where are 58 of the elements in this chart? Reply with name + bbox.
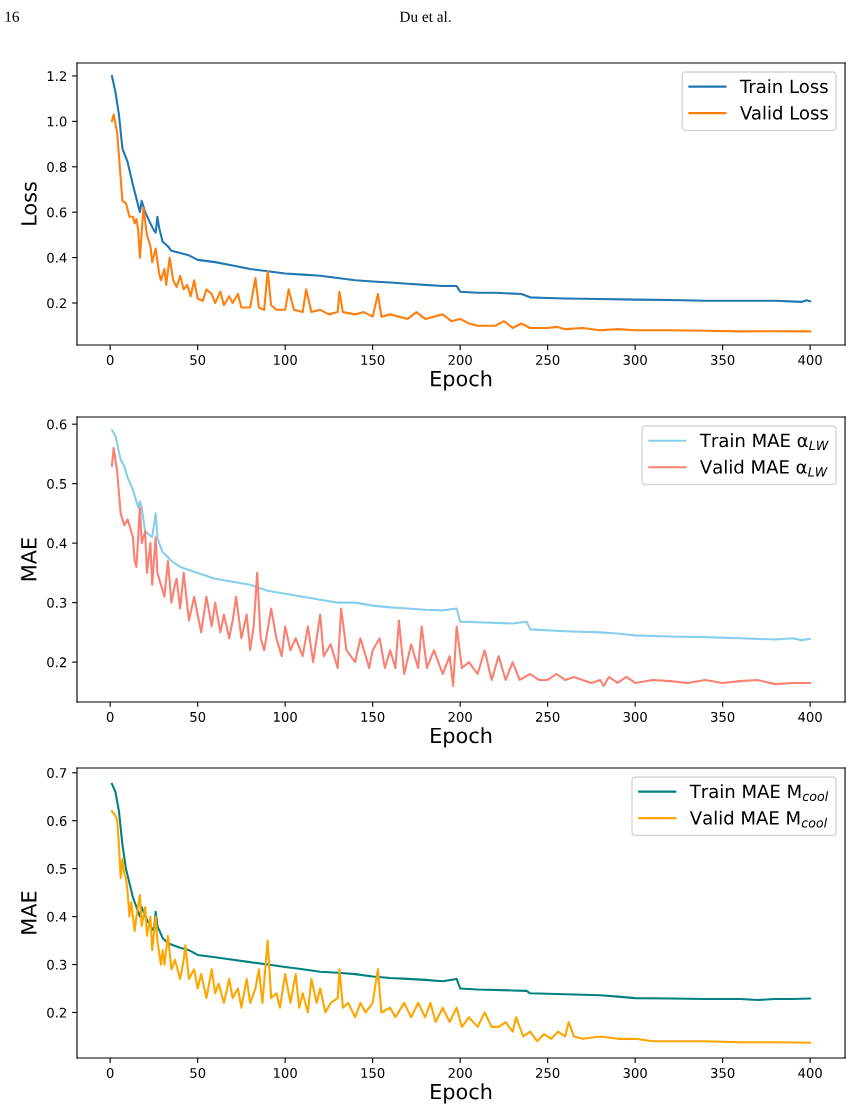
legend-label: Valid MAE α$_{LW}$ bbox=[700, 459, 828, 477]
y-tick-label: 0.3 bbox=[47, 597, 67, 608]
x-tick-label: 200 bbox=[448, 711, 472, 722]
y-tick-label: 0.4 bbox=[47, 911, 67, 922]
text: Du et al. bbox=[399, 11, 451, 22]
x-tick-label: 300 bbox=[623, 1067, 647, 1078]
y-tick-label: 0.5 bbox=[47, 478, 67, 489]
legend-label: Train MAE α$_{LW}$ bbox=[699, 433, 829, 450]
x-tick-label: 100 bbox=[274, 354, 297, 365]
x-tick-label: 300 bbox=[623, 354, 647, 365]
x-tick-label: 150 bbox=[361, 1067, 385, 1078]
x-axis-title: Epoch bbox=[431, 370, 492, 391]
y-tick-label: 0.8 bbox=[47, 161, 67, 172]
y-tick-label: 0.7 bbox=[47, 767, 67, 778]
y-tick-label: 0.4 bbox=[47, 252, 67, 263]
x-tick-label: 350 bbox=[711, 711, 735, 722]
x-tick-label: 250 bbox=[536, 1067, 560, 1078]
x-tick-label: 0 bbox=[106, 1067, 114, 1078]
x-tick-label: 400 bbox=[798, 1067, 822, 1078]
x-tick-label: 200 bbox=[448, 354, 472, 365]
x-tick-label: 0 bbox=[106, 711, 114, 722]
y-tick-label: 0.4 bbox=[47, 538, 67, 549]
legend-label: Train Loss bbox=[739, 79, 828, 94]
legend-label: Valid MAE M$_{cool}$ bbox=[689, 810, 828, 828]
y-tick-label: 0.6 bbox=[47, 207, 67, 218]
x-tick-label: 100 bbox=[274, 711, 297, 722]
x-tick-label: 300 bbox=[623, 711, 647, 722]
x-tick-label: 150 bbox=[361, 354, 385, 365]
x-tick-label: 400 bbox=[798, 711, 822, 722]
y-axis-title: MAE bbox=[21, 891, 37, 934]
x-tick-label: 150 bbox=[361, 711, 385, 722]
x-axis-title: Epoch bbox=[431, 727, 492, 748]
y-tick-label: 1.2 bbox=[47, 71, 66, 81]
x-tick-label: 50 bbox=[190, 711, 206, 722]
y-tick-label: 0.6 bbox=[47, 419, 67, 430]
x-tick-label: 250 bbox=[536, 354, 560, 365]
x-tick-label: 350 bbox=[711, 354, 735, 365]
x-tick-label: 50 bbox=[190, 1067, 206, 1078]
y-tick-label: 0.2 bbox=[47, 298, 66, 309]
y-tick-label: 1.0 bbox=[47, 116, 67, 127]
x-tick-label: 400 bbox=[798, 354, 822, 365]
y-tick-label: 0.5 bbox=[47, 863, 67, 874]
y-tick-label: 0.2 bbox=[47, 657, 66, 668]
legend-label: Train MAE M$_{cool}$ bbox=[689, 784, 829, 802]
x-tick-label: 0 bbox=[106, 354, 114, 365]
x-tick-label: 50 bbox=[190, 354, 206, 365]
text: 16 bbox=[5, 11, 20, 22]
x-tick-label: 100 bbox=[274, 1067, 297, 1078]
y-tick-label: 0.3 bbox=[47, 959, 67, 970]
y-tick-label: 0.2 bbox=[47, 1007, 66, 1018]
x-tick-label: 250 bbox=[536, 711, 560, 722]
y-axis-title: MAE bbox=[21, 538, 37, 581]
y-axis-title: Loss bbox=[21, 182, 37, 225]
y-tick-label: 0.6 bbox=[47, 815, 67, 826]
x-tick-label: 350 bbox=[711, 1067, 735, 1078]
legend-label: Valid Loss bbox=[740, 105, 828, 120]
x-tick-label: 200 bbox=[448, 1067, 472, 1078]
x-axis-title: Epoch bbox=[431, 1083, 492, 1104]
